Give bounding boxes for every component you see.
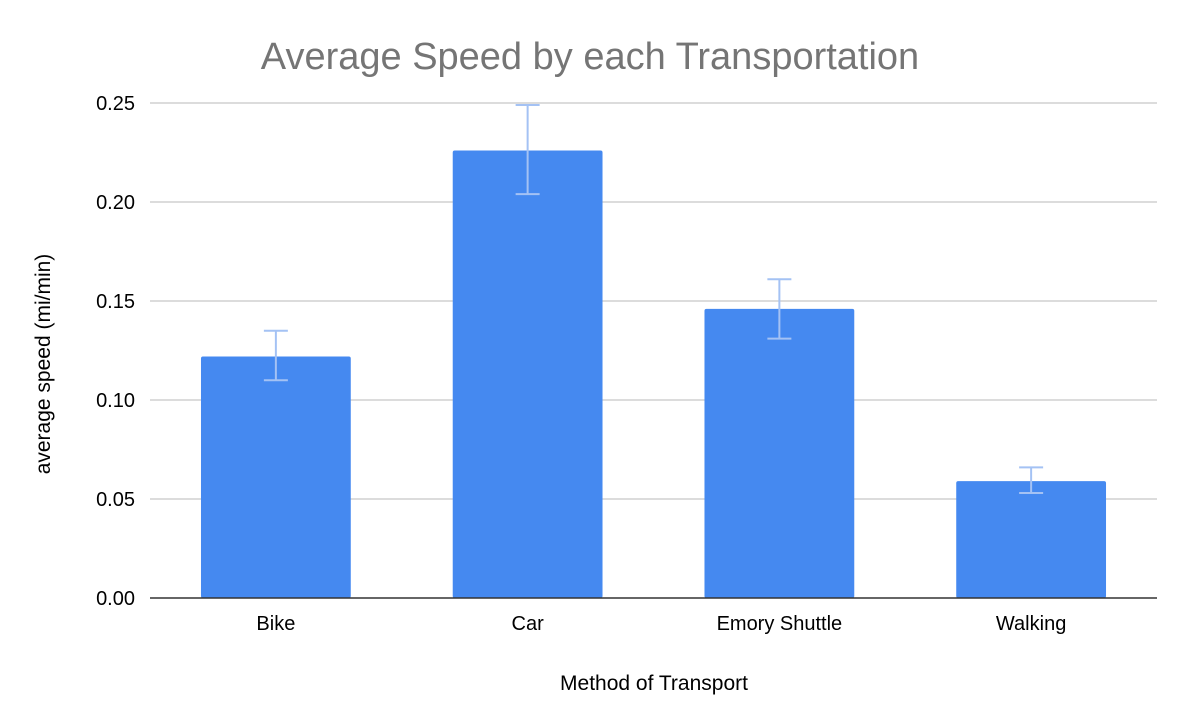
error-bars: [263, 103, 1044, 495]
error-bar: [263, 329, 288, 382]
y-tick-label: 0.00: [96, 588, 135, 610]
y-tick-label: 0.15: [96, 291, 135, 313]
bar: [452, 150, 603, 598]
bar: [200, 356, 351, 598]
x-axis-title: Method of Transport: [560, 672, 748, 695]
bar: [704, 308, 855, 598]
error-bar: [515, 103, 540, 196]
error-bar: [1019, 466, 1044, 495]
x-tick-label: Car: [512, 613, 545, 635]
y-tick-label: 0.20: [96, 192, 135, 214]
y-tick-label: 0.05: [96, 489, 135, 511]
y-tick-label: 0.10: [96, 390, 135, 412]
x-axis-ticks: Bike Car Emory Shuttle Walking: [256, 613, 1066, 635]
bar: [956, 481, 1107, 598]
error-bar: [767, 278, 792, 340]
chart-title: Average Speed by each Transportation: [261, 36, 919, 78]
bars: [200, 150, 1107, 598]
y-axis-title: average speed (mi/min): [32, 254, 55, 475]
x-tick-label: Emory Shuttle: [717, 613, 843, 635]
x-tick-label: Bike: [256, 613, 295, 635]
x-tick-label: Walking: [996, 613, 1066, 635]
y-tick-label: 0.25: [96, 93, 135, 115]
y-axis-ticks: 0.00 0.05 0.10 0.15 0.20 0.25: [96, 93, 135, 610]
